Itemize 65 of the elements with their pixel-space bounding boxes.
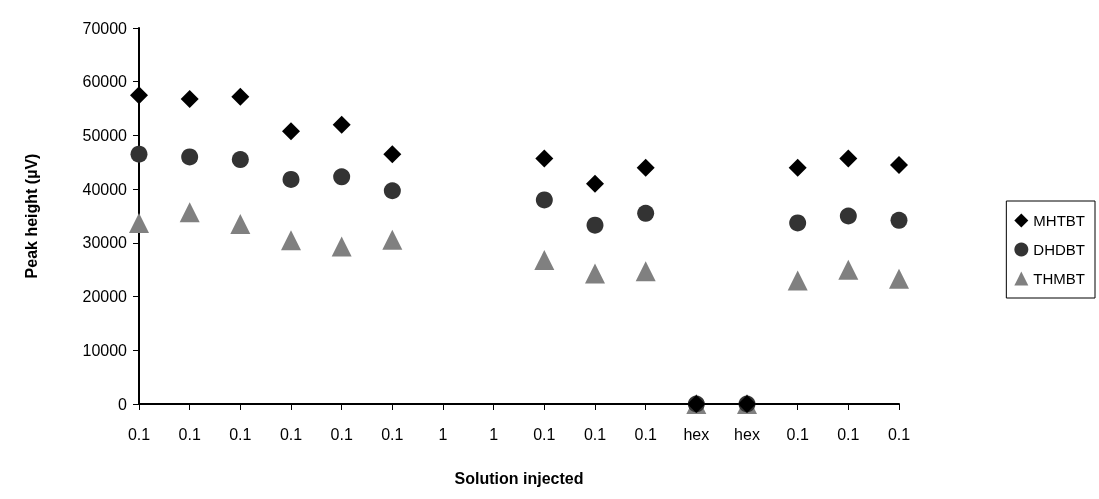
- x-axis-title: Solution injected: [454, 469, 584, 487]
- x-tick-label: 0.1: [330, 425, 353, 443]
- y-tick-label: 60000: [82, 73, 128, 91]
- y-axis-title: Peak height (µV): [22, 153, 40, 279]
- x-tick-label: 0.1: [279, 425, 303, 443]
- point: [585, 263, 605, 284]
- x-tick-label: 0.1: [583, 425, 607, 443]
- point: [535, 149, 554, 168]
- y-tick-label: 20000: [82, 288, 128, 306]
- point: [586, 174, 604, 193]
- point: [534, 250, 555, 271]
- point: [535, 191, 553, 209]
- point: [181, 148, 199, 166]
- point: [838, 259, 859, 280]
- x-tick-label: 0.1: [127, 425, 151, 443]
- legend-label: MHTBT: [1033, 212, 1086, 229]
- x-tick-label: hex: [683, 425, 710, 443]
- y-tick-label: 40000: [82, 180, 128, 198]
- point: [383, 182, 401, 200]
- point: [179, 202, 200, 223]
- point: [890, 211, 908, 229]
- point: [333, 168, 351, 186]
- point: [180, 89, 199, 108]
- point: [129, 212, 149, 233]
- x-tick-label: 1: [438, 425, 448, 443]
- x-tick-label: 0.1: [887, 425, 911, 443]
- x-tick-label: 0.1: [837, 425, 860, 443]
- point: [130, 145, 148, 163]
- x-tick-label: 0.1: [634, 425, 657, 443]
- point: [839, 207, 857, 225]
- point: [231, 151, 249, 169]
- point: [637, 204, 655, 222]
- point: [636, 158, 655, 177]
- x-tick-label: 0.1: [178, 425, 201, 443]
- point: [282, 122, 300, 141]
- point: [231, 87, 250, 106]
- x-tick-label: 1: [489, 425, 499, 443]
- point: [789, 214, 807, 232]
- point: [281, 230, 301, 251]
- x-tick-label: 0.1: [533, 425, 556, 443]
- point: [889, 268, 909, 289]
- point: [839, 149, 858, 168]
- x-tick-label: 0.1: [786, 425, 809, 443]
- x-tick-label: hex: [734, 425, 760, 443]
- point: [230, 214, 251, 235]
- point: [586, 216, 604, 234]
- y-tick-label: 50000: [82, 126, 128, 144]
- point: [787, 270, 808, 291]
- point: [382, 229, 403, 250]
- point: [635, 261, 656, 282]
- x-tick-label: 0.1: [229, 425, 252, 443]
- y-tick-label: 0: [118, 395, 128, 413]
- point: [331, 236, 352, 257]
- x-tick-label: 0.1: [381, 425, 404, 443]
- y-tick-label: 30000: [82, 234, 128, 252]
- y-tick-label: 10000: [82, 341, 128, 359]
- point: [788, 158, 807, 177]
- y-tick-label: 70000: [82, 19, 128, 37]
- point: [383, 145, 402, 164]
- legend-label: DHDBT: [1033, 241, 1086, 258]
- legend-label: THMBT: [1033, 270, 1086, 287]
- point: [282, 170, 300, 188]
- point: [130, 86, 148, 105]
- point: [890, 155, 908, 174]
- point: [332, 115, 351, 134]
